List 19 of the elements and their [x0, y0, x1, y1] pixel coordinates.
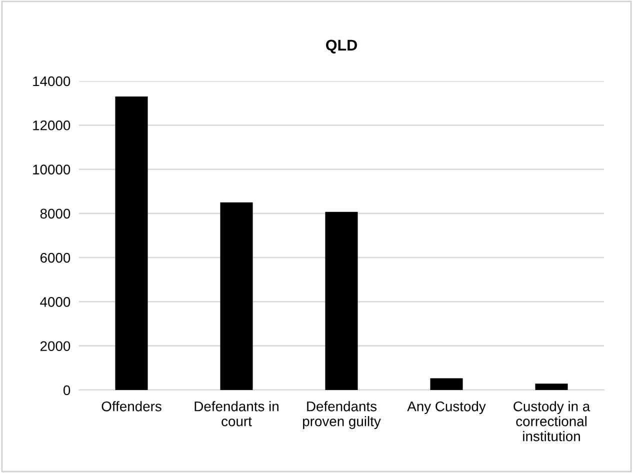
bar	[325, 212, 358, 390]
x-tick-label: Offenders	[102, 401, 162, 412]
x-tick-label: Defendants proven guilty	[303, 401, 381, 430]
x-tick-label: Defendants in court	[194, 401, 278, 426]
y-tick-label: 6000	[40, 252, 70, 263]
y-tick-label: 8000	[40, 208, 70, 219]
y-tick-label: 4000	[40, 297, 70, 307]
y-tick-label: 2000	[40, 341, 70, 352]
bar	[535, 384, 568, 390]
x-tick-label: Any Custody	[407, 401, 486, 414]
y-tick-label: 12000	[33, 120, 70, 130]
x-tick-label: Custody in a correctional institution	[514, 401, 590, 442]
y-tick-label: 0	[63, 385, 70, 396]
bar	[115, 96, 148, 390]
bar	[430, 378, 463, 390]
y-tick-label: 14000	[33, 76, 70, 86]
chart-title: QLD	[326, 40, 357, 54]
bar	[220, 202, 253, 390]
y-tick-label: 10000	[33, 164, 70, 174]
